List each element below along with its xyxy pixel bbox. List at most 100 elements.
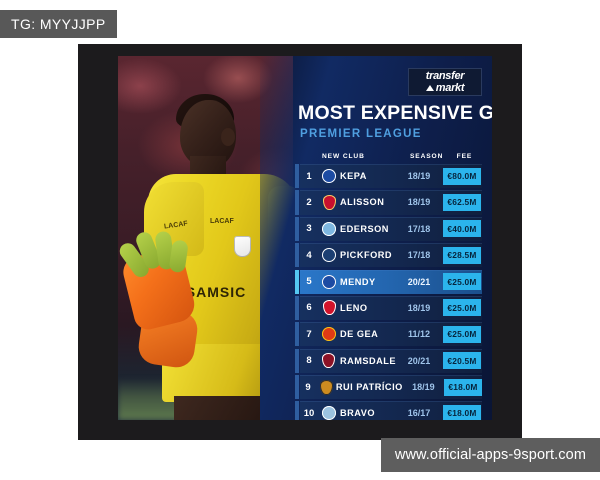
row-fee: €18.0M (442, 404, 482, 420)
row-season: 20/21 (407, 276, 431, 287)
row-player-name: PICKFORD (340, 250, 392, 261)
page-title: MOST EXPENSIVE GOALKEEPERS (298, 102, 492, 124)
fee-badge: €80.0M (443, 167, 481, 185)
club-crest-icon (318, 169, 340, 184)
kit-sponsor-text: SAMSIC (185, 284, 247, 300)
fee-badge: €25.0M (443, 325, 481, 343)
row-player-name: BRAVO (340, 408, 375, 419)
table-header-row: NEW CLUB SEASON FEE (300, 148, 482, 164)
transfermarkt-tick-icon (425, 85, 434, 91)
row-fee: €25.0M (442, 299, 482, 317)
club-crest-icon (318, 353, 340, 369)
crest-shape (322, 353, 336, 369)
transfermarkt-logo-line2: markt (425, 81, 465, 94)
club-crest-icon (318, 300, 340, 316)
fee-badge: €18.0M (444, 378, 482, 396)
row-fee: €62.5M (442, 193, 482, 211)
row-fee: €80.0M (442, 167, 482, 185)
table-row[interactable]: 5 MENDY 20/21 €25.0M (295, 269, 482, 294)
row-fee: €20.5M (442, 352, 482, 370)
row-season: 18/19 (412, 382, 435, 393)
row-season: 20/21 (407, 355, 431, 366)
row-rank: 7 (306, 328, 312, 340)
club-crest-icon (318, 274, 340, 289)
row-accent-bar (295, 164, 299, 189)
club-crest-icon (316, 379, 336, 395)
fee-badge: €25.0M (443, 299, 481, 317)
club-crest-icon (318, 248, 340, 263)
table-row[interactable]: 4 PICKFORD 17/18 €28.5M (295, 243, 482, 268)
page-subtitle: PREMIER LEAGUE (300, 128, 422, 140)
club-crest-icon (318, 221, 340, 236)
row-accent-bar (295, 190, 299, 215)
site-watermark: www.official-apps-9sport.com (380, 438, 600, 472)
transfermarkt-logo-line1: transfer (425, 69, 465, 82)
row-rank: 3 (306, 223, 312, 235)
fee-badge: €18.0M (443, 404, 481, 420)
row-player-name: RAMSDALE (339, 355, 397, 366)
club-crest-icon (318, 194, 340, 210)
gk-glove-finger (168, 239, 189, 274)
table-row[interactable]: 6 LENO 18/19 €25.0M (295, 295, 482, 321)
gk-legs (174, 396, 274, 420)
row-accent-bar (295, 295, 299, 321)
row-player-name: DE GEA (340, 329, 379, 340)
table-row[interactable]: 9 RUI PATRÍCIO 18/19 €18.0M (295, 375, 482, 400)
table-body: 1 KEPA 18/19 €80.0M 2 ALISSON 18/19 €62.5M 3 EDER… (295, 164, 482, 420)
crest-shape (322, 406, 336, 420)
column-header-season: SEASON (409, 152, 444, 160)
row-season: 17/18 (407, 250, 431, 261)
row-player-name: KEPA (340, 171, 367, 182)
row-accent-bar (295, 401, 299, 420)
row-rank: 2 (306, 196, 312, 208)
row-rank: 10 (303, 407, 315, 419)
table-row[interactable]: 1 KEPA 18/19 €80.0M (295, 164, 482, 189)
club-crest-icon (318, 406, 340, 420)
row-player-name: RUI PATRÍCIO (335, 382, 403, 393)
row-fee: €18.0M (444, 378, 482, 396)
crest-shape (322, 327, 336, 342)
fee-badge: €25.0M (443, 273, 481, 291)
crest-shape (322, 194, 336, 210)
row-rank: 4 (306, 249, 312, 261)
table-row[interactable]: 3 EDERSON 17/18 €40.0M (295, 216, 482, 241)
fee-badge: €62.5M (443, 193, 481, 211)
crest-shape (322, 169, 336, 184)
row-fee: €25.0M (442, 325, 482, 343)
column-header-fee: FEE (456, 152, 473, 160)
row-accent-bar (295, 375, 299, 400)
image-frame: LACAF LACAF SAMSIC transfer mar (78, 44, 522, 440)
table-row[interactable]: 8 RAMSDALE 20/21 €20.5M (295, 348, 482, 373)
row-season: 18/19 (407, 197, 431, 208)
row-rank: 9 (305, 381, 311, 393)
row-accent-bar (295, 322, 299, 347)
transfermarkt-logo-markt-text: markt (435, 81, 465, 94)
infographic-card: LACAF LACAF SAMSIC transfer mar (118, 56, 492, 420)
row-accent-bar (295, 243, 299, 268)
crest-shape (319, 379, 333, 395)
row-player-name: ALISSON (340, 197, 385, 208)
crest-shape (322, 248, 336, 263)
row-accent-bar (295, 216, 299, 241)
club-crest-icon (318, 327, 340, 342)
row-rank: 6 (306, 302, 312, 314)
row-fee: €25.0M (442, 273, 482, 291)
row-rank: 1 (306, 170, 312, 182)
row-season: 11/12 (407, 329, 431, 340)
row-accent-bar (295, 348, 299, 373)
ranking-table: NEW CLUB SEASON FEE 1 KEPA 18/19 €80.0M 2 ALI… (295, 148, 482, 420)
column-header-club: NEW CLUB (322, 152, 365, 160)
row-player-name: EDERSON (340, 223, 389, 234)
row-fee: €40.0M (442, 220, 482, 238)
club-badge-on-kit (234, 236, 251, 257)
row-season: 18/19 (407, 302, 431, 313)
fee-badge: €28.5M (443, 246, 481, 264)
row-accent-bar (295, 269, 299, 294)
crest-shape (322, 221, 336, 236)
table-row[interactable]: 10 BRAVO 16/17 €18.0M (295, 401, 482, 420)
transfermarkt-logo: transfer markt (408, 68, 482, 96)
table-row[interactable]: 2 ALISSON 18/19 €62.5M (295, 190, 482, 215)
table-row[interactable]: 7 DE GEA 11/12 €25.0M (295, 322, 482, 347)
row-rank: 5 (306, 276, 312, 288)
